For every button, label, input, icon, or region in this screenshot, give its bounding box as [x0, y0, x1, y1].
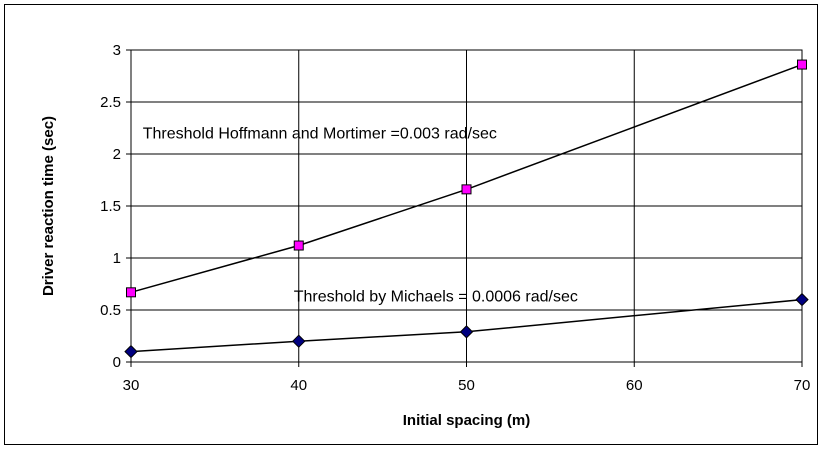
- series-1-point: [797, 59, 807, 70]
- x-tick-label: 70: [794, 377, 811, 394]
- series-lines: [130, 63, 803, 353]
- series-1-point: [293, 240, 304, 251]
- x-tick-label: 40: [290, 377, 307, 394]
- series-1-line: [130, 63, 803, 294]
- series-1-point: [126, 287, 136, 298]
- plot-area-border: [130, 49, 803, 363]
- annotations: Threshold Hoffmann and Mortimer =0.003 r…: [143, 125, 578, 305]
- y-tick-label: 1: [113, 250, 121, 267]
- tick-labels: 0 0.5 1 1.5 2 2.5 3 30 40 50 60 70: [100, 42, 810, 394]
- series-2-point: [795, 292, 809, 307]
- series-2-point: [124, 344, 138, 359]
- series-markers: [124, 59, 809, 359]
- y-tick-label: 2: [113, 146, 121, 163]
- y-tick-label: 3: [113, 42, 121, 59]
- y-tick-label: 2.5: [100, 94, 121, 111]
- y-tick-label: 1.5: [100, 198, 121, 215]
- axes: [126, 49, 803, 367]
- x-axis-title: Initial spacing (m): [403, 412, 531, 429]
- annotation-2: Threshold by Michaels = 0.0006 rad/sec: [294, 289, 578, 306]
- x-tick-label: 30: [123, 377, 140, 394]
- y-tick-label: 0: [113, 354, 121, 371]
- series-2-point: [292, 334, 306, 348]
- x-tick-label: 50: [458, 377, 475, 394]
- annotation-1: Threshold Hoffmann and Mortimer =0.003 r…: [143, 125, 497, 142]
- y-tick-label: 0.5: [100, 302, 121, 319]
- series-1-point: [461, 184, 472, 195]
- series-2-line: [130, 298, 803, 353]
- y-axis-title: Driver reaction time (sec): [40, 116, 57, 296]
- grid-lines: [131, 49, 803, 362]
- chart-frame: 0 0.5 1 1.5 2 2.5 3 30 40 50 60 70 Threshold Hoffma…: [4, 4, 818, 445]
- line-chart: 0 0.5 1 1.5 2 2.5 3 30 40 50 60 70 Threshold Hoffma…: [40, 42, 810, 429]
- x-tick-label: 60: [626, 377, 643, 394]
- series-2-point: [459, 325, 474, 339]
